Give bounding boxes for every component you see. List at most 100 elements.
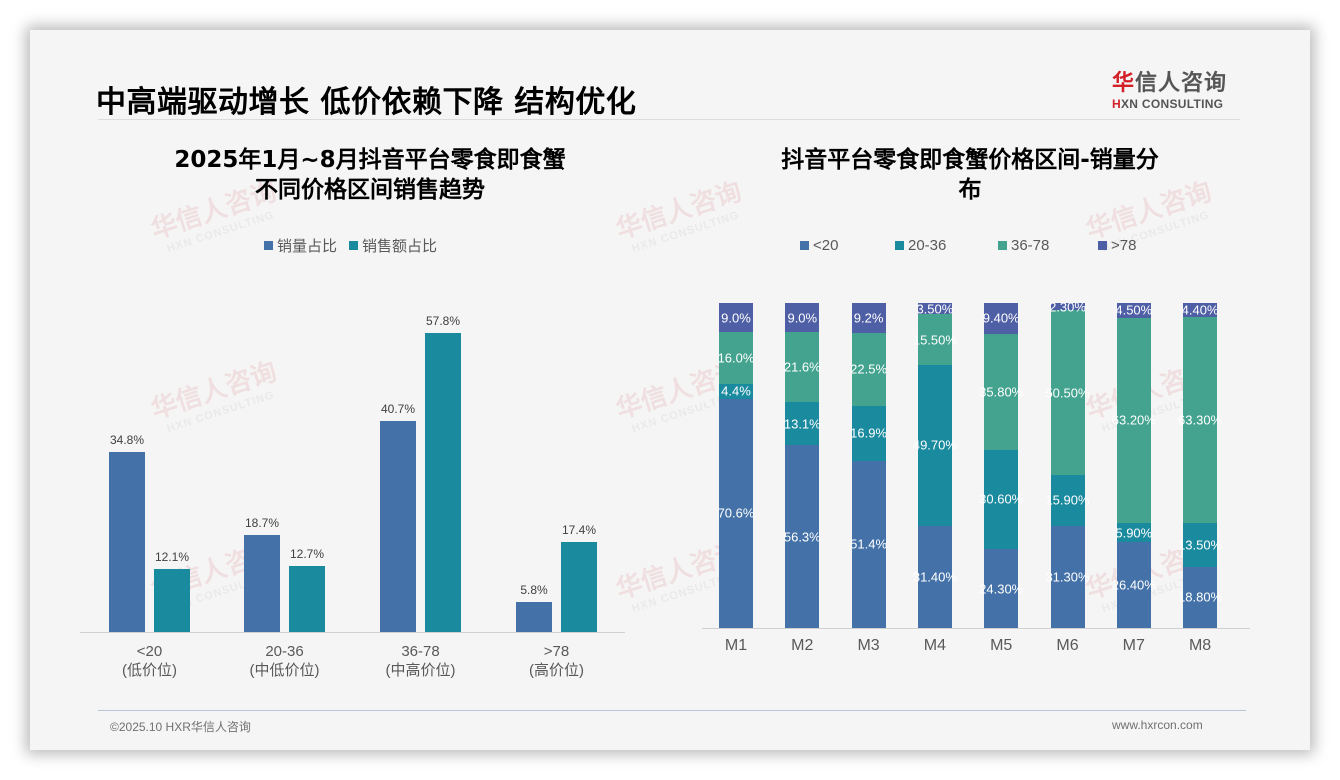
data-label: 3.50% (916, 301, 954, 317)
data-label: 2.30% (1049, 299, 1086, 315)
data-label: 4.50% (1115, 302, 1153, 318)
left-chart-title: 2025年1月~8月抖音平台零食即食蟹 不同价格区间销售趋势 (174, 147, 566, 203)
data-label: 35.80% (979, 384, 1024, 400)
month-label: M8 (1188, 637, 1212, 654)
bar-sales (561, 541, 597, 632)
legend-swatch (1098, 241, 1107, 250)
seg-20-36: 4.4% (719, 384, 753, 399)
data-label: 57.8% (425, 314, 461, 328)
seg-20-36: 49.70% (913, 364, 957, 527)
data-label: 4.40% (1181, 302, 1219, 318)
seg-36-78: 21.6% (784, 332, 821, 403)
data-label: 15.50% (912, 332, 957, 348)
seg-lt20: 31.30% (1045, 526, 1090, 628)
bar-sales (425, 333, 461, 632)
category-label: 36-78 (中高价位) (385, 643, 456, 679)
data-label: 12.1% (154, 550, 190, 565)
category-label: <20 (低价位) (122, 643, 177, 679)
legend-swatch (264, 241, 273, 250)
logo-en: HXN CONSULTING (1112, 97, 1224, 111)
data-label: 51.4% (850, 536, 888, 552)
data-label: 5.8% (520, 582, 548, 597)
legend-swatch (800, 241, 809, 250)
data-label: 34.8% (109, 432, 145, 447)
data-label: 50.50% (1045, 385, 1090, 401)
seg-lt20: 31.40% (913, 526, 957, 628)
legend-item-36-78: 36-78 (998, 237, 1098, 254)
legend-item-gt78: >78 (1098, 237, 1136, 254)
data-label: 30.60% (979, 491, 1024, 507)
category-label: >78 (高价位) (529, 643, 584, 679)
seg-36-78: 22.5% (850, 332, 887, 407)
x-axis (702, 628, 1250, 629)
data-label: 24.30% (979, 581, 1024, 597)
seg-36-78: 16.0% (718, 332, 754, 385)
seg-36-78: 35.80% (979, 333, 1023, 450)
page-title: 中高端驱动增长 低价依赖下降 结构优化 (96, 85, 637, 120)
seg-lt20: 26.40% (1112, 542, 1156, 628)
bar-volume (380, 421, 416, 632)
data-label: 9.40% (982, 310, 1020, 326)
legend-item-20-36: 20-36 (895, 237, 998, 254)
month-label: M1 (724, 637, 748, 654)
seg-gt78: 2.30% (1049, 299, 1086, 314)
footer-website[interactable]: www.hxrcon.com (1112, 718, 1203, 732)
data-label: 31.40% (912, 569, 957, 585)
legend-swatch (998, 241, 1007, 250)
data-label: 5.90% (1115, 525, 1153, 541)
seg-gt78: 9.0% (785, 303, 820, 333)
seg-20-36: 30.60% (979, 449, 1023, 550)
data-label: 18.7% (244, 516, 280, 531)
data-label: 16.0% (717, 350, 755, 366)
data-label: 13.50% (1178, 537, 1223, 553)
seg-36-78: 63.20% (1112, 317, 1156, 524)
data-label: 31.30% (1045, 569, 1090, 585)
legend-item-lt20: <20 (800, 237, 895, 254)
legend-item-volume: 销量占比 (264, 235, 337, 256)
seg-lt20: 56.3% (784, 445, 821, 628)
category-label: 20-36 (中低价位) (249, 643, 320, 679)
data-label: 56.3% (783, 529, 821, 544)
company-logo: 华信人咨询 HXN CONSULTING (1112, 65, 1242, 111)
seg-36-78: 15.50% (913, 314, 957, 365)
seg-lt20: 18.80% (1178, 566, 1222, 628)
data-label: 9.0% (721, 310, 751, 326)
data-label: 4.4% (721, 383, 751, 399)
right-chart-title: 抖音平台零食即食蟹价格区间-销量分 布 (781, 147, 1159, 203)
data-label: 13.1% (783, 416, 821, 432)
seg-20-36: 5.90% (1115, 523, 1152, 543)
legend-swatch (349, 241, 359, 250)
seg-lt20: 70.6% (718, 398, 754, 628)
data-label: 40.7% (380, 402, 416, 417)
left-chart-legend: 销量占比 销售额占比 (264, 235, 437, 256)
seg-36-78: 50.50% (1045, 310, 1090, 475)
data-label: 49.70% (912, 437, 957, 453)
data-label: 12.7% (289, 547, 325, 562)
month-label: M7 (1122, 637, 1145, 654)
data-label: 26.40% (1111, 577, 1156, 593)
data-label: 16.9% (850, 425, 888, 441)
seg-20-36: 13.1% (784, 402, 821, 445)
bar-sales (289, 566, 325, 632)
slide: 中高端驱动增长 低价依赖下降 结构优化 华信人咨询 HXN CONSULTING… (30, 30, 1310, 750)
data-label: 21.6% (783, 359, 821, 375)
seg-gt78: 4.50% (1115, 303, 1152, 318)
bar-sales (154, 569, 190, 632)
data-label: 9.0% (787, 310, 818, 326)
month-label: M2 (791, 637, 814, 654)
bar-volume (244, 535, 280, 632)
seg-gt78: 9.40% (983, 303, 1020, 334)
x-axis (80, 632, 625, 633)
logo-cn: 华信人咨询 (1112, 71, 1228, 96)
data-label: 18.80% (1178, 589, 1223, 605)
data-label: 17.4% (561, 522, 597, 537)
data-label: 63.20% (1111, 412, 1156, 428)
seg-20-36: 15.90% (1045, 474, 1090, 527)
seg-gt78: 9.0% (719, 303, 753, 333)
bar-volume (516, 601, 552, 632)
data-label: 15.90% (1045, 492, 1090, 508)
legend-swatch (895, 241, 904, 250)
footer-copyright: ©2025.10 HXR华信人咨询 (110, 720, 251, 734)
footer-divider (98, 710, 1246, 711)
